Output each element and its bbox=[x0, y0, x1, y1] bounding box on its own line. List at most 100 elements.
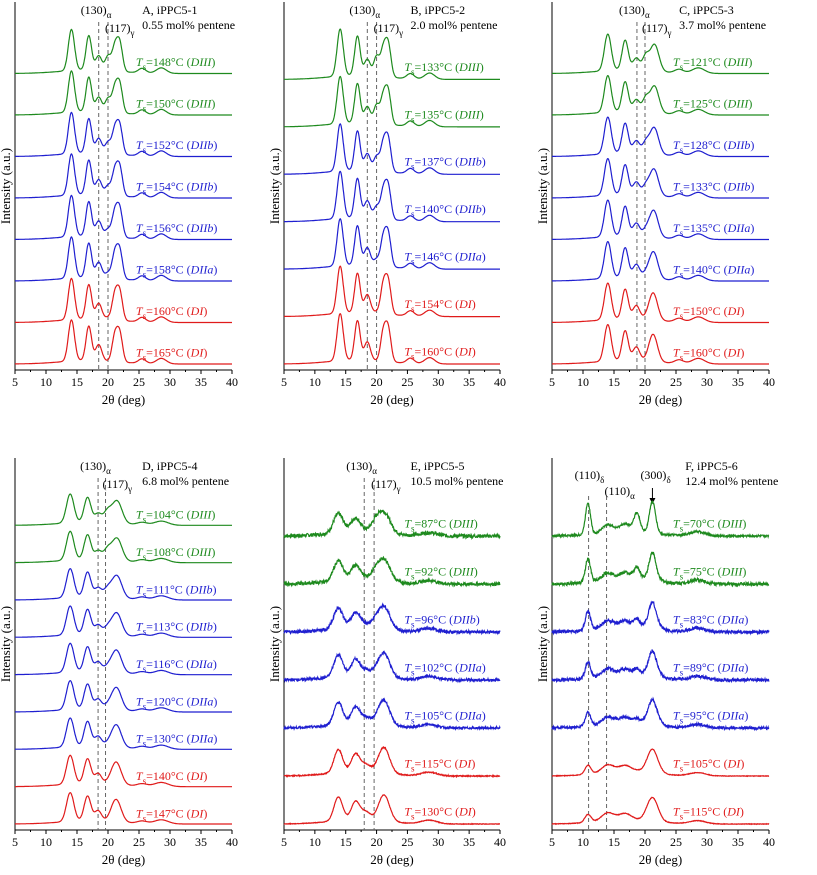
curve-label: Ts=96°C (DIIb) bbox=[404, 612, 479, 629]
curve-label: Ts=75°C (DIII) bbox=[673, 564, 746, 581]
x-axis-label: 2θ (deg) bbox=[102, 392, 145, 407]
curve-label: Ts=147°C (DI) bbox=[136, 806, 207, 823]
panel-composition: 6.8 mol% pentene bbox=[142, 474, 229, 488]
x-tick-label: 35 bbox=[195, 835, 207, 849]
panel-title: D, iPPC5-4 bbox=[142, 459, 197, 473]
x-axis-label: 2θ (deg) bbox=[102, 852, 145, 867]
curve-c-6 bbox=[552, 282, 769, 324]
y-axis-label: Intensity (a.u.) bbox=[535, 148, 550, 224]
curve-label: Ts=160°C (DI) bbox=[404, 344, 475, 361]
x-tick-label: 40 bbox=[226, 835, 238, 849]
curve-label: Ts=70°C (DIII) bbox=[673, 516, 746, 533]
x-tick-label: 20 bbox=[102, 835, 114, 849]
curve-label: Ts=150°C (DI) bbox=[673, 304, 744, 321]
reflection-label: (110)α bbox=[605, 484, 636, 501]
curve-label: Ts=160°C (DI) bbox=[136, 304, 207, 321]
panel-d: 5 10 15 20 25 30 35 40 2θ (deg) Intensity (a.u.) D… bbox=[0, 458, 238, 867]
curve-label: Ts=87°C (DIII) bbox=[404, 516, 477, 533]
panel-a: 5 10 15 20 25 30 35 40 2θ (deg) Intensity (a.u.) A… bbox=[0, 2, 238, 407]
reflection-label: (130)α bbox=[346, 459, 377, 476]
x-tick-label: 10 bbox=[577, 835, 589, 849]
x-tick-label: 5 bbox=[12, 375, 18, 389]
panel-title: A, iPPC5-1 bbox=[142, 3, 197, 17]
panel-f: 5 10 15 20 25 30 35 40 2θ (deg) Intensity (a.u.) F… bbox=[535, 458, 778, 867]
curve-b-5 bbox=[283, 265, 500, 318]
x-tick-label: 35 bbox=[463, 835, 475, 849]
curve-label: Ts=105°C (DI) bbox=[673, 756, 744, 773]
curve-label: Ts=130°C (DI) bbox=[404, 804, 475, 821]
curve-c-3 bbox=[552, 157, 769, 199]
panel-b: 5 10 15 20 25 30 35 40 2θ (deg) Intensity (a.u.) B… bbox=[267, 2, 506, 407]
x-tick-label: 40 bbox=[763, 375, 775, 389]
x-axis-label: 2θ (deg) bbox=[639, 392, 682, 407]
x-tick-label: 20 bbox=[371, 375, 383, 389]
x-tick-label: 25 bbox=[133, 835, 145, 849]
panel-composition: 10.5 mol% pentene bbox=[411, 474, 504, 488]
x-tick-label: 5 bbox=[549, 375, 555, 389]
curve-label: Ts=140°C (DIIa) bbox=[673, 263, 754, 280]
curve-label: Ts=83°C (DIIa) bbox=[673, 612, 748, 629]
panel-title: C, iPPC5-3 bbox=[679, 3, 734, 17]
x-tick-label: 25 bbox=[670, 835, 682, 849]
curve-label: Ts=150°C (DIII) bbox=[136, 97, 215, 114]
curve-a-0 bbox=[15, 28, 232, 75]
x-tick-label: 25 bbox=[401, 835, 413, 849]
panel-composition: 3.7 mol% pentene bbox=[679, 18, 766, 32]
curve-c-7 bbox=[552, 323, 769, 365]
curve-label: Ts=128°C (DIIb) bbox=[673, 138, 754, 155]
curve-b-0 bbox=[284, 28, 500, 80]
curve-label: Ts=130°C (DIIa) bbox=[136, 732, 217, 749]
curve-label: Ts=160°C (DI) bbox=[673, 346, 744, 363]
x-tick-label: 35 bbox=[732, 835, 744, 849]
x-tick-label: 30 bbox=[701, 375, 713, 389]
curve-label: Ts=89°C (DIIa) bbox=[673, 660, 748, 677]
curve-e-0 bbox=[283, 509, 501, 541]
curve-e-4 bbox=[283, 697, 501, 732]
x-axis-label: 2θ (deg) bbox=[370, 852, 413, 867]
panel-title: F, iPPC5-6 bbox=[685, 459, 737, 473]
curve-label: Ts=140°C (DIIb) bbox=[404, 202, 485, 219]
curve-label: Ts=125°C (DIII) bbox=[673, 97, 752, 114]
panel-title: E, iPPC5-5 bbox=[411, 459, 465, 473]
curve-e-5 bbox=[283, 746, 501, 779]
reflection-label: (117)γ bbox=[105, 21, 135, 38]
reflection-label: (110)δ bbox=[575, 468, 605, 485]
curve-c-1 bbox=[552, 74, 769, 116]
curve-label: Ts=113°C (DIIb) bbox=[136, 620, 217, 637]
curve-b-2 bbox=[284, 123, 500, 175]
x-tick-label: 25 bbox=[670, 375, 682, 389]
x-axis-label: 2θ (deg) bbox=[370, 392, 413, 407]
x-tick-label: 10 bbox=[309, 375, 321, 389]
curve-c-2 bbox=[552, 116, 769, 158]
x-tick-label: 15 bbox=[608, 375, 620, 389]
curve-label: Ts=137°C (DIIb) bbox=[404, 155, 485, 172]
x-tick-label: 5 bbox=[281, 375, 287, 389]
x-tick-label: 40 bbox=[763, 835, 775, 849]
curve-e-2 bbox=[283, 602, 501, 636]
curve-d-1 bbox=[15, 530, 232, 564]
x-tick-label: 10 bbox=[40, 835, 52, 849]
x-tick-label: 30 bbox=[432, 375, 444, 389]
x-tick-label: 20 bbox=[102, 375, 114, 389]
reflection-label: (117)γ bbox=[374, 21, 404, 38]
curve-b-3 bbox=[284, 170, 500, 223]
x-tick-label: 35 bbox=[463, 375, 475, 389]
x-tick-label: 30 bbox=[164, 835, 176, 849]
curve-label: Ts=95°C (DIIa) bbox=[673, 708, 748, 725]
x-tick-label: 40 bbox=[494, 375, 506, 389]
reflection-label: (130)α bbox=[80, 459, 111, 476]
x-tick-label: 30 bbox=[164, 375, 176, 389]
curve-d-7 bbox=[15, 754, 232, 788]
curve-f-4 bbox=[551, 696, 770, 732]
reflection-label: (117)γ bbox=[103, 477, 133, 494]
x-tick-label: 5 bbox=[549, 835, 555, 849]
y-axis-label: Intensity (a.u.) bbox=[535, 606, 550, 682]
curve-label: Ts=115°C (DI) bbox=[673, 804, 744, 821]
curve-f-5 bbox=[552, 748, 770, 778]
curve-label: Ts=158°C (DIIa) bbox=[136, 263, 217, 280]
curve-d-8 bbox=[15, 792, 232, 825]
curve-f-6 bbox=[551, 796, 770, 826]
curve-d-6 bbox=[15, 717, 232, 750]
curve-label: Ts=120°C (DIIa) bbox=[136, 694, 217, 711]
curve-c-4 bbox=[552, 199, 769, 241]
